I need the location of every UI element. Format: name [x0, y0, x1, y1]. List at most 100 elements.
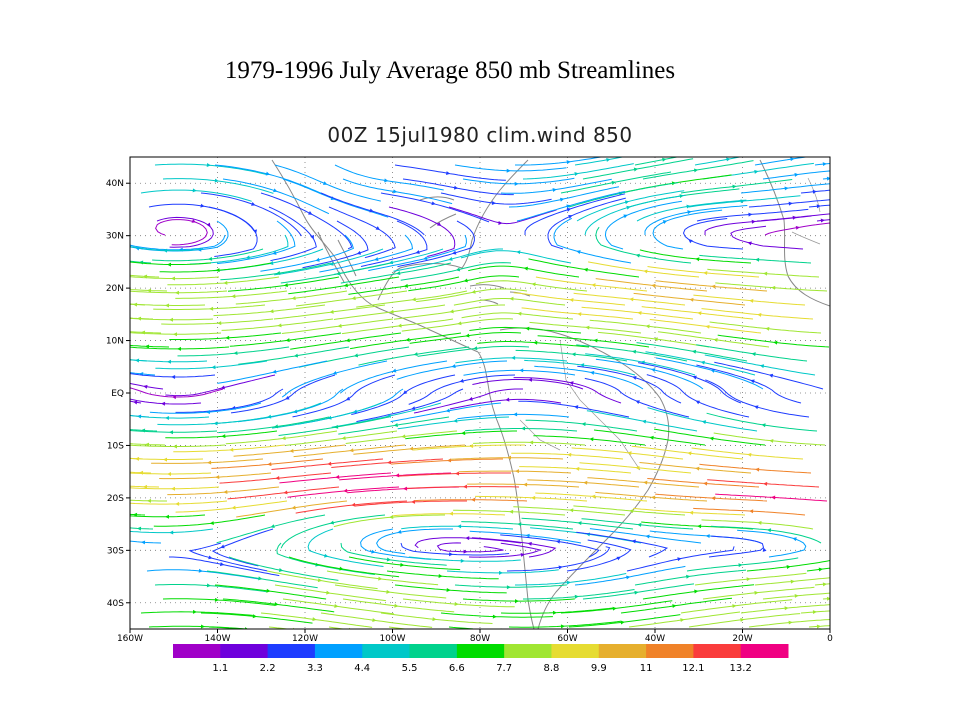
stream-arrow: [637, 522, 642, 527]
stream-arrow: [281, 436, 286, 441]
stream-arrow: [581, 422, 586, 427]
stream-arrow: [393, 422, 398, 427]
streamline: [566, 539, 632, 572]
stream-arrow: [341, 436, 346, 441]
stream-arrow: [560, 624, 565, 629]
stream-arrow: [285, 395, 290, 400]
streamline: [699, 254, 812, 264]
streamline: [460, 250, 572, 264]
streamline: [348, 556, 461, 571]
streamline: [691, 447, 804, 460]
stream-arrow: [695, 466, 700, 471]
streamline: [461, 521, 574, 530]
stream-arrow: [266, 588, 271, 593]
stream-arrow: [763, 271, 768, 276]
stream-arrow: [432, 617, 437, 622]
y-tick-label: 30S: [107, 546, 124, 556]
stream-arrow: [375, 226, 380, 230]
stream-arrow: [593, 338, 598, 343]
stream-arrow: [643, 269, 648, 274]
streamline: [238, 346, 350, 365]
stream-arrow: [308, 211, 313, 215]
stream-arrow: [523, 266, 528, 271]
streamline: [200, 192, 302, 237]
stream-arrow: [517, 522, 522, 527]
stream-arrow: [585, 325, 590, 330]
y-tick-label: EQ: [111, 389, 124, 399]
stream-arrow: [161, 401, 166, 406]
stream-arrow: [449, 511, 454, 516]
stream-arrow: [465, 333, 470, 338]
stream-arrow: [233, 351, 238, 356]
streamline: [356, 290, 468, 308]
stream-arrow: [353, 353, 359, 358]
stream-arrow: [191, 219, 196, 223]
streamline: [130, 514, 206, 518]
x-tick-label: 120W: [292, 634, 318, 644]
x-tick-label: 40W: [645, 634, 665, 644]
stream-arrow: [771, 495, 776, 500]
streamline: [396, 360, 508, 380]
stream-arrow: [277, 323, 282, 328]
streamline: [165, 430, 278, 439]
stream-arrow: [411, 499, 416, 504]
stream-arrow: [403, 390, 408, 395]
streamline: [686, 557, 799, 572]
stream-arrow: [566, 204, 571, 209]
stream-arrow: [351, 296, 356, 301]
stream-arrow: [765, 326, 770, 331]
slide-title: 1979-1996 July Average 850 mb Streamline…: [224, 57, 676, 84]
stream-arrow: [258, 576, 263, 581]
stream-arrow: [386, 557, 391, 562]
stream-arrow: [632, 375, 637, 380]
stream-arrow: [754, 405, 759, 410]
streamline: [162, 178, 274, 194]
streamline: [288, 276, 400, 295]
stream-arrow: [453, 185, 459, 190]
streamline: [595, 226, 692, 264]
streamline: [388, 206, 456, 257]
stream-arrow: [471, 289, 476, 294]
streamline: [506, 546, 611, 572]
stream-arrow: [514, 181, 519, 186]
streamline: [500, 178, 612, 194]
stream-arrow: [147, 288, 152, 293]
stream-arrow: [339, 566, 344, 571]
streamline: [130, 274, 160, 278]
x-tick-label: 160W: [117, 634, 143, 644]
streamline: [167, 276, 280, 286]
stream-arrow: [400, 562, 405, 567]
streamline: [571, 447, 684, 460]
streamline: [713, 432, 826, 446]
streamline: [515, 573, 627, 586]
streamline: [680, 599, 793, 614]
stream-arrow: [217, 321, 222, 326]
stream-arrow: [788, 201, 793, 206]
streamline: [157, 416, 270, 426]
stream-arrow: [812, 189, 817, 194]
stream-arrow: [759, 364, 765, 369]
stream-arrow: [374, 257, 379, 261]
stream-arrow: [757, 520, 762, 525]
stream-arrow: [626, 205, 631, 210]
streamline: [448, 206, 557, 225]
stream-arrow: [192, 188, 197, 193]
streamline: [639, 249, 752, 264]
streamline: [169, 556, 280, 577]
colorbar-swatch: [693, 644, 742, 658]
stream-arrow: [213, 421, 218, 426]
stream-arrow: [143, 384, 148, 389]
streamline: [358, 346, 470, 366]
stream-arrow: [449, 552, 454, 557]
streamline: [582, 583, 695, 600]
stream-arrow: [612, 606, 617, 611]
streamline: [655, 357, 764, 390]
streamline: [414, 537, 522, 549]
streamline: [581, 306, 694, 320]
stream-arrow: [590, 370, 595, 375]
stream-arrow: [571, 352, 576, 357]
stream-arrow: [826, 596, 830, 601]
colorbar-label: 12.1: [682, 663, 704, 674]
streamline: [446, 569, 559, 574]
stream-arrow: [822, 582, 827, 587]
